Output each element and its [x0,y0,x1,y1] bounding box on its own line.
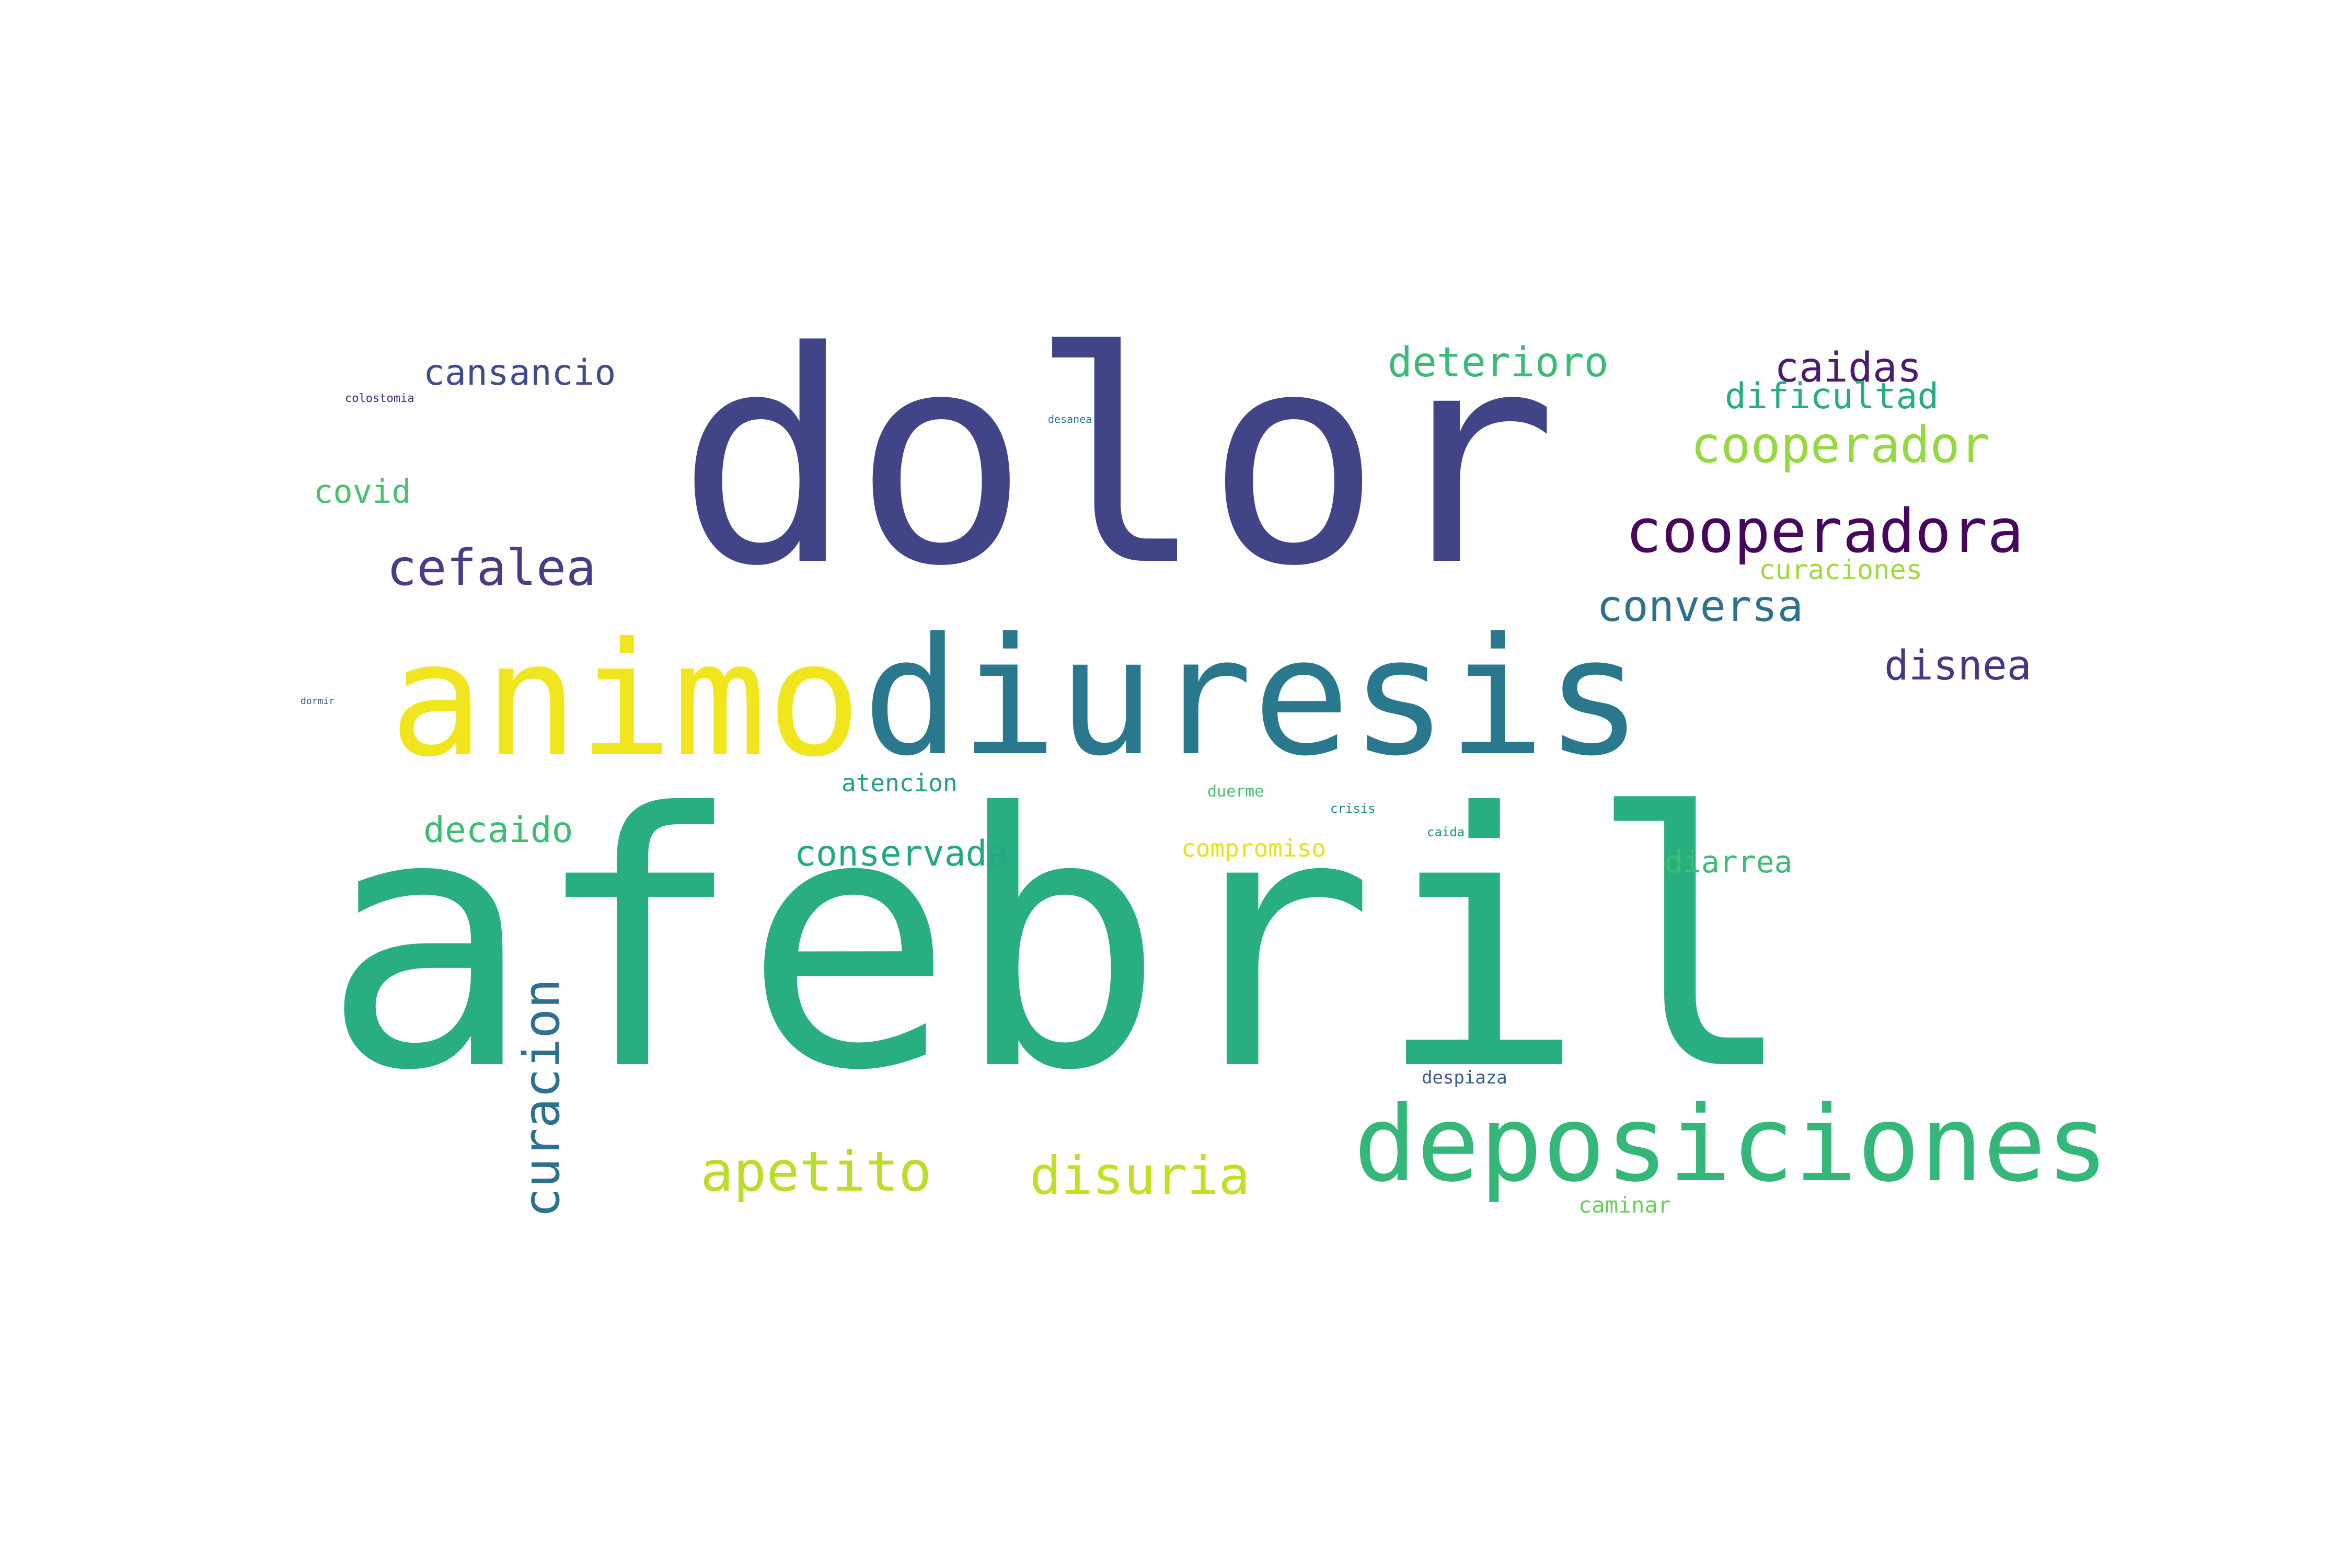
word-apetito: apetito [700,1140,932,1204]
word-curaciones: curaciones [1759,555,1923,586]
word-animo: animo [389,609,862,791]
word-duerme: duerme [1207,782,1264,801]
word-colostomia: colostomia [345,392,414,405]
word-diarrea: diarrea [1665,844,1793,880]
word-atencion: atencion [841,769,958,797]
word-conversa: conversa [1597,582,1803,631]
word-cooperadora: cooperadora [1625,497,2024,567]
word-cooperador: cooperador [1691,417,1990,474]
word-caminar: caminar [1578,1192,1671,1218]
word-disuria: disuria [1030,1145,1250,1206]
word-dificultad: dificultad [1725,376,1939,417]
word-deterioro: deterioro [1388,339,1609,386]
word-deposiciones: deposiciones [1354,1083,2109,1205]
word-diuresis: diuresis [862,603,1643,792]
word-curacion: curacion [513,978,571,1218]
word-cefalea: cefalea [387,539,596,597]
word-decaido: decaido [423,810,573,851]
word-disnea: disnea [1884,642,2032,689]
word-cansancio: cansancio [423,352,616,394]
word-caida: caida [1427,825,1465,839]
word-despiaza: despiaza [1422,1067,1507,1088]
word-crisis: crisis [1330,801,1376,816]
word-conservada: conservada [794,833,1009,874]
word-afebril: afebril [321,740,1797,1147]
word-desanea: desanea [1048,413,1092,425]
word-covid: covid [314,472,411,511]
word-dolor: dolor [677,290,1558,630]
word-caidas: caidas [1774,344,1922,391]
word-compromiso: compromiso [1181,834,1326,862]
word-dormir: dormir [301,696,335,707]
